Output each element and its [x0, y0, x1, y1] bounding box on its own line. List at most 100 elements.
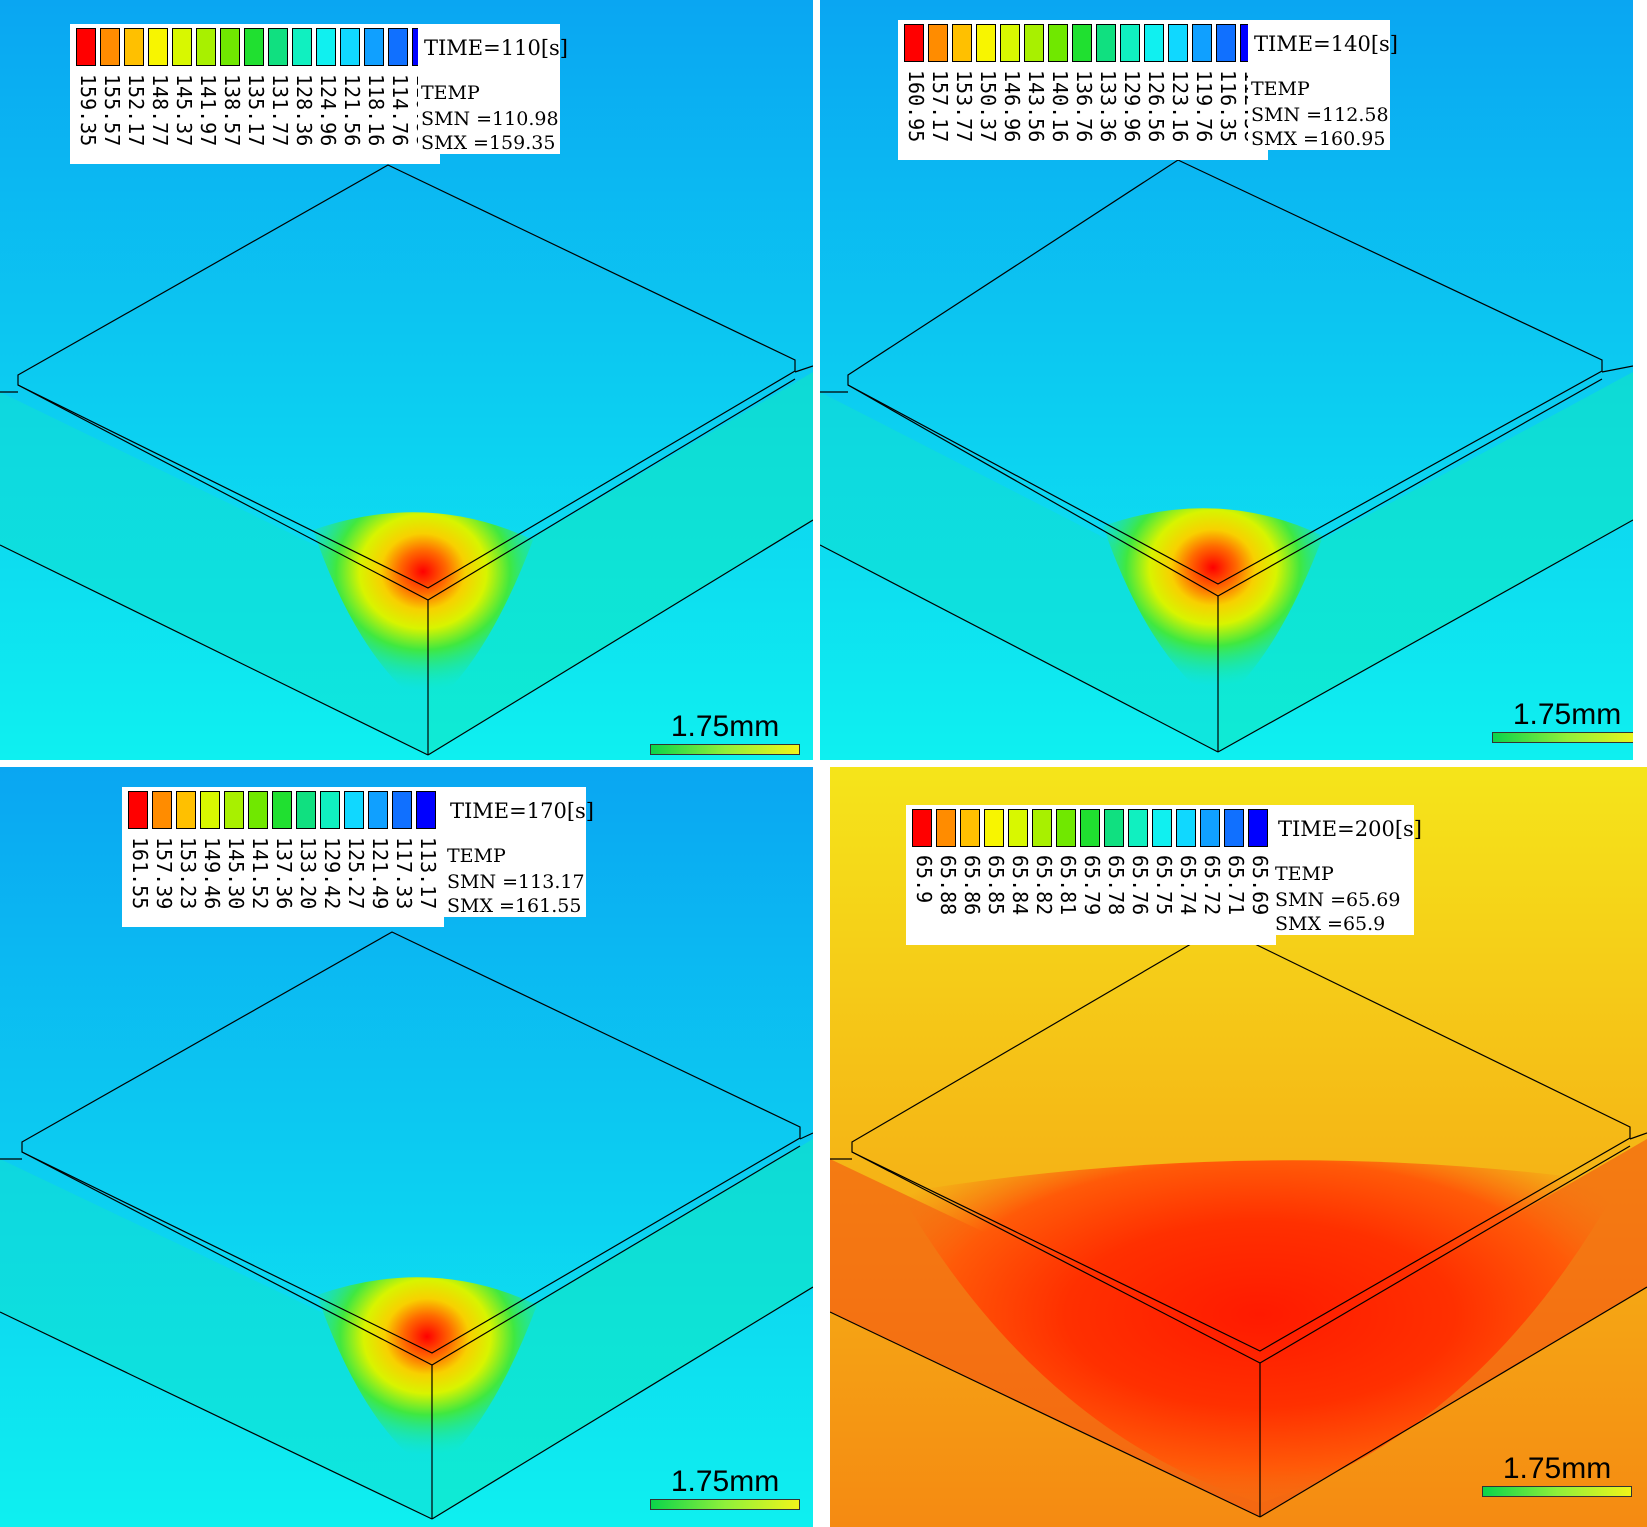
scale-bar-line: [1482, 1486, 1632, 1497]
time-label: TIME=110[s]: [424, 36, 568, 60]
legend-swatch: [172, 28, 192, 66]
legend-swatch: [1096, 24, 1116, 62]
legend-tick-label: 137.36: [272, 837, 296, 910]
legend-tick-label: 155.57: [100, 74, 124, 147]
legend-tick-label: 157.17: [928, 70, 952, 143]
legend-swatch: [152, 791, 172, 829]
color-legend: 160.95 157.17 153.77 150.37 146.96 143.56 140.…: [898, 20, 1268, 160]
legend-swatch: [1216, 24, 1236, 62]
legend-swatch: [344, 791, 364, 829]
legend-swatch: [244, 28, 264, 66]
block-outline: [0, 365, 813, 756]
legend-swatch: [912, 809, 932, 847]
legend-swatch: [296, 791, 316, 829]
block-right-face: [432, 1139, 813, 1519]
legend-swatch: [1000, 24, 1020, 62]
legend-tick-label: 124.96: [316, 74, 340, 147]
scale-bar-line: [1492, 732, 1633, 743]
min-value-label: SMN =65.69: [1275, 889, 1401, 911]
time-info-box: TIME=200[s] TEMP SMN =65.69 SMX =65.9: [1272, 805, 1422, 935]
legend-tick-label: 135.17: [244, 74, 268, 147]
scale-bar: 1.75mm: [1482, 1454, 1632, 1497]
legend-swatch: [248, 791, 268, 829]
legend-tick-label: 65.86: [960, 855, 984, 916]
legend-tick-label: 65.75: [1152, 855, 1176, 916]
max-value-label: SMX =161.55: [447, 895, 582, 917]
legend-tick-label: 116.35: [1216, 70, 1240, 143]
time-info-box: TIME=170[s] TEMP SMN =113.17 SMX =161.55: [444, 787, 594, 917]
min-value-label: SMN =112.58: [1251, 104, 1389, 126]
legend-swatch: [1248, 809, 1268, 847]
legend-swatch: [176, 791, 196, 829]
legend-tick-label: 145.37: [172, 74, 196, 147]
legend-tick-label: 119.76: [1192, 70, 1216, 143]
legend-tick-label: 161.55: [128, 837, 152, 910]
legend-tick-label: 65.72: [1200, 855, 1224, 916]
block-right-face: [1218, 372, 1633, 752]
scale-bar-label: 1.75mm: [670, 710, 780, 743]
block-left-face: [0, 1159, 432, 1519]
time-label: TIME=170[s]: [450, 799, 594, 823]
legend-swatch: [76, 28, 96, 66]
legend-swatch: [952, 24, 972, 62]
min-value-label: SMN =110.98: [421, 108, 559, 130]
legend-tick-label: 129.42: [320, 837, 344, 910]
legend-swatch: [124, 28, 144, 66]
legend-tick-label: 136.76: [1072, 70, 1096, 143]
legend-tick-label: 113.17: [416, 837, 440, 910]
legend-swatch: [1056, 809, 1076, 847]
legend-swatch: [1120, 24, 1140, 62]
legend-swatch: [904, 24, 924, 62]
legend-tick-label: 65.78: [1104, 855, 1128, 916]
legend-tick-label: 123.16: [1168, 70, 1192, 143]
legend-swatch: [268, 28, 288, 66]
legend-swatch: [100, 28, 120, 66]
legend-swatch: [1144, 24, 1164, 62]
legend-swatch: [1008, 809, 1028, 847]
variable-label: TEMP: [447, 845, 506, 867]
legend-tick-label: 128.36: [292, 74, 316, 147]
legend-tick-label: 153.23: [176, 837, 200, 910]
legend-swatch: [128, 791, 148, 829]
legend-swatch: [416, 791, 436, 829]
scale-bar-line: [650, 744, 800, 755]
block-outline: [820, 365, 1633, 753]
legend-tick-label: 146.96: [1000, 70, 1024, 143]
color-legend: 65.9 65.88 65.86 65.85 65.84 65.82 65.81 65.79 6…: [906, 805, 1276, 945]
variable-label: TEMP: [1275, 863, 1334, 885]
legend-tick-label: 65.84: [1008, 855, 1032, 916]
legend-swatch: [984, 809, 1004, 847]
legend-tick-label: 160.95: [904, 70, 928, 143]
time-label: TIME=200[s]: [1278, 817, 1422, 841]
contour-panel-t140: 160.95 157.17 153.77 150.37 146.96 143.56 140.…: [820, 0, 1633, 760]
legend-swatch: [1128, 809, 1148, 847]
legend-tick-label: 65.85: [984, 855, 1008, 916]
legend-tick-label: 118.16: [364, 74, 388, 147]
legend-swatch: [1032, 809, 1052, 847]
legend-tick-label: 140.16: [1048, 70, 1072, 143]
legend-tick-label: 129.96: [1120, 70, 1144, 143]
legend-tick-label: 121.56: [340, 74, 364, 147]
legend-swatch: [272, 791, 292, 829]
time-info-box: TIME=110[s] TEMP SMN =110.98 SMX =159.35: [418, 24, 568, 154]
legend-swatch: [1168, 24, 1188, 62]
legend-swatch: [936, 809, 956, 847]
legend-tick-label: 149.46: [200, 837, 224, 910]
legend-swatch: [316, 28, 336, 66]
legend-swatch: [976, 24, 996, 62]
legend-swatch: [1200, 809, 1220, 847]
color-legend: 161.55 157.39 153.23 149.46 145.30 141.52 137.…: [122, 787, 444, 927]
scale-bar: 1.75mm: [650, 712, 800, 755]
legend-tick-label: 117.33: [392, 837, 416, 910]
legend-swatch: [1024, 24, 1044, 62]
legend-swatch: [1176, 809, 1196, 847]
legend-swatch: [1072, 24, 1092, 62]
legend-swatch: [960, 809, 980, 847]
legend-tick-label: 65.69: [1248, 855, 1272, 916]
legend-tick-label: 138.57: [220, 74, 244, 147]
legend-tick-label: 133.20: [296, 837, 320, 910]
legend-swatch: [220, 28, 240, 66]
legend-swatch: [1224, 809, 1244, 847]
contour-panel-t200: 65.9 65.88 65.86 65.85 65.84 65.82 65.81 65.79 6…: [830, 767, 1647, 1527]
max-value-label: SMX =159.35: [421, 132, 556, 154]
